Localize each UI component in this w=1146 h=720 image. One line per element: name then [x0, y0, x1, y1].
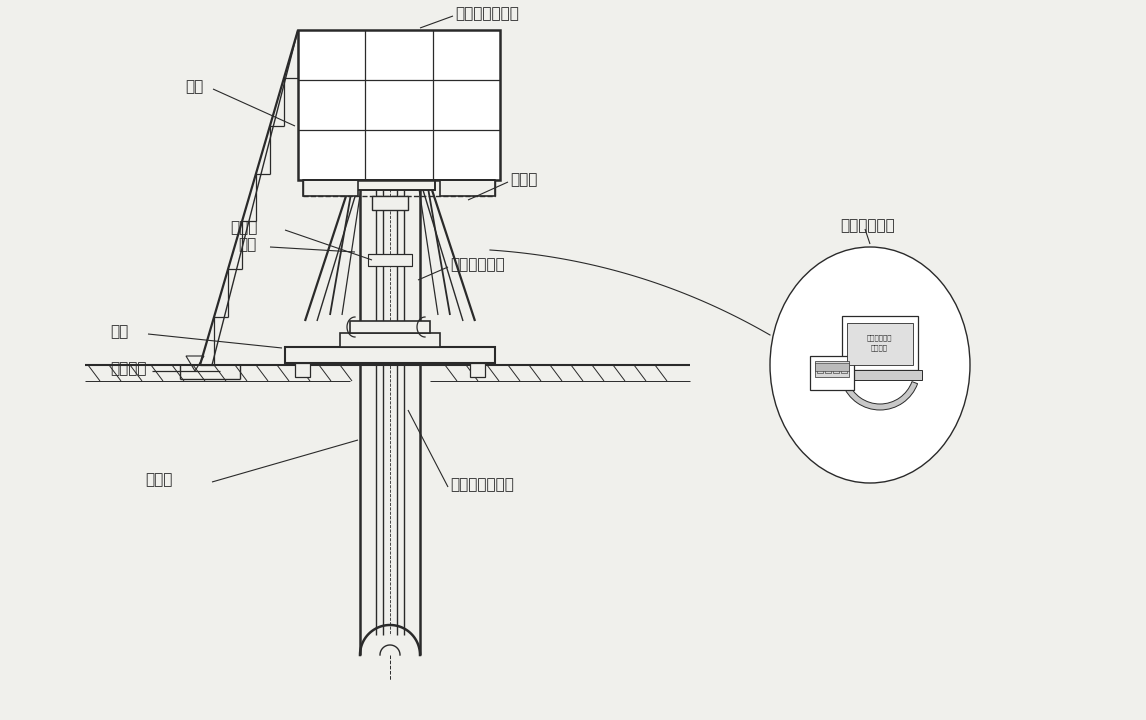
Text: 斜拉杆: 斜拉杆: [510, 173, 537, 187]
Bar: [825, 365, 831, 373]
Bar: [815, 363, 849, 371]
Bar: [303, 180, 358, 196]
Text: 钢立柱垂直度: 钢立柱垂直度: [866, 335, 892, 341]
Bar: [838, 370, 923, 380]
Text: 数据分析系统: 数据分析系统: [840, 218, 895, 233]
Text: 基架: 基架: [238, 238, 257, 253]
Text: 模具: 模具: [185, 79, 203, 94]
Bar: [815, 361, 849, 377]
Text: 测直管及传感器: 测直管及传感器: [450, 477, 513, 492]
Wedge shape: [842, 382, 918, 410]
Bar: [847, 323, 913, 365]
Bar: [295, 363, 311, 377]
Bar: [372, 196, 408, 210]
Bar: [350, 321, 430, 333]
Bar: [470, 363, 485, 377]
Text: 桩顶标高: 桩顶标高: [110, 361, 147, 377]
Bar: [833, 365, 839, 373]
Ellipse shape: [770, 247, 970, 483]
Text: 混凝土施工平台: 混凝土施工平台: [455, 6, 519, 22]
Bar: [298, 30, 500, 180]
Bar: [285, 347, 495, 363]
Bar: [842, 316, 918, 370]
Bar: [368, 254, 413, 266]
Bar: [340, 333, 440, 347]
Bar: [810, 356, 854, 390]
Text: 钢管桩: 钢管桩: [146, 472, 172, 487]
Text: 连接杆: 连接杆: [230, 220, 258, 235]
Text: 自动对中螺杆: 自动对中螺杆: [450, 258, 504, 272]
Bar: [345, 180, 435, 190]
Bar: [817, 365, 823, 373]
Bar: [440, 180, 495, 196]
Bar: [841, 365, 847, 373]
Text: 基座: 基座: [110, 325, 128, 340]
Text: 调整系统: 调整系统: [871, 345, 887, 351]
